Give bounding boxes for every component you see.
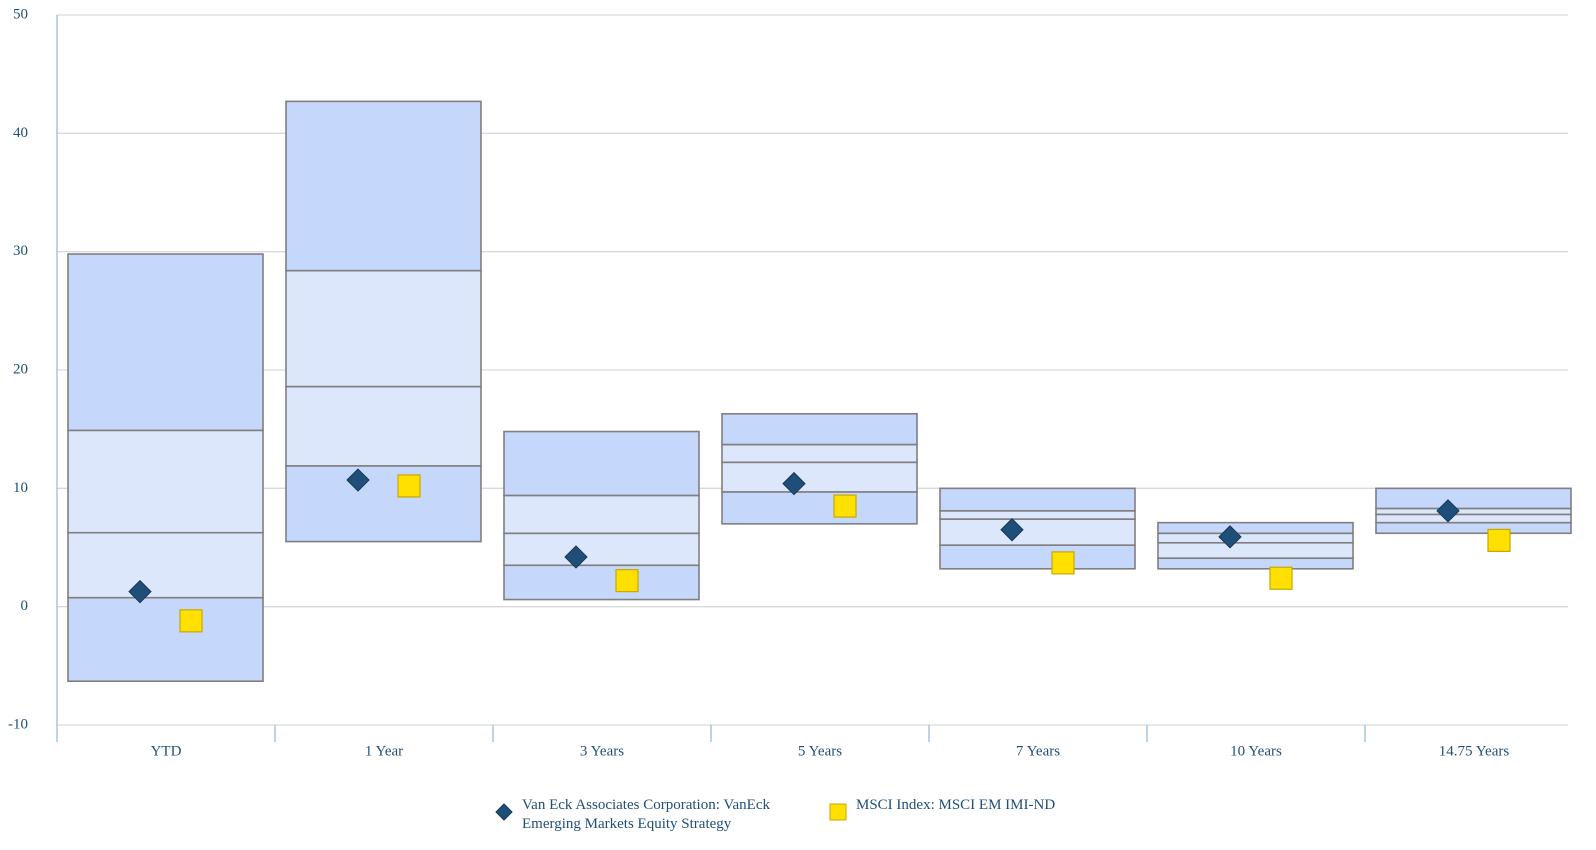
box-segment (67, 429, 264, 534)
square-marker (1051, 551, 1075, 575)
diamond-marker (346, 468, 370, 492)
box-segment (67, 531, 264, 599)
box-segment (1157, 557, 1354, 570)
diamond-marker (564, 545, 588, 569)
y-tick-label: -10 (8, 716, 28, 732)
x-tick-label: 5 Years (798, 743, 842, 759)
box-segment (721, 491, 918, 525)
legend-swatch (829, 803, 847, 821)
square-marker (397, 474, 421, 498)
box-segment (285, 269, 482, 388)
box-segment (1375, 487, 1572, 510)
box-segment (1157, 521, 1354, 535)
diamond-marker (1218, 525, 1242, 549)
y-tick-label: 30 (13, 243, 28, 259)
box-segment (285, 385, 482, 467)
box-segment (939, 487, 1136, 512)
y-tick-label: 20 (13, 361, 28, 377)
x-tick-label: 3 Years (580, 743, 624, 759)
x-tick-label: 10 Years (1230, 743, 1282, 759)
box-segment (1157, 541, 1354, 559)
box-segment (285, 465, 482, 543)
square-marker (615, 569, 639, 593)
box-segment (939, 518, 1136, 546)
legend-swatch (495, 803, 513, 821)
diamond-marker (782, 471, 806, 496)
y-tick-label: 10 (13, 480, 28, 496)
box-segment (1375, 507, 1572, 516)
diamond-marker (1000, 518, 1024, 542)
x-tick-label: 14.75 Years (1439, 743, 1510, 759)
legend-label: MSCI Index: MSCI EM IMI-ND (856, 797, 1056, 813)
box-segment (939, 544, 1136, 570)
diamond-marker (1436, 499, 1460, 523)
y-tick-label: 40 (13, 125, 28, 141)
box-segment (1157, 532, 1354, 544)
box-segment (1375, 513, 1572, 524)
box-segment (503, 494, 700, 535)
box-segment (285, 100, 482, 272)
box-segment (67, 596, 264, 683)
square-marker (179, 609, 203, 633)
x-tick-label: 7 Years (1016, 743, 1060, 759)
box-segment (721, 443, 918, 464)
box-segment (721, 461, 918, 493)
box-segment (939, 510, 1136, 520)
y-tick-label: 50 (13, 6, 28, 22)
box-segment (67, 253, 264, 432)
y-tick-label: 0 (21, 598, 29, 614)
square-marker (1269, 566, 1293, 590)
diamond-marker (128, 579, 152, 604)
box-segment (503, 430, 700, 497)
x-tick-label: 1 Year (365, 743, 403, 759)
square-marker (1487, 528, 1511, 553)
box-segment (1375, 521, 1572, 535)
legend-label: Van Eck Associates Corporation: VanEck E… (522, 797, 771, 832)
x-tick-label: YTD (151, 743, 182, 759)
box-segment (721, 412, 918, 446)
square-marker (833, 494, 857, 518)
box-segment (503, 564, 700, 601)
box-segment (503, 532, 700, 567)
